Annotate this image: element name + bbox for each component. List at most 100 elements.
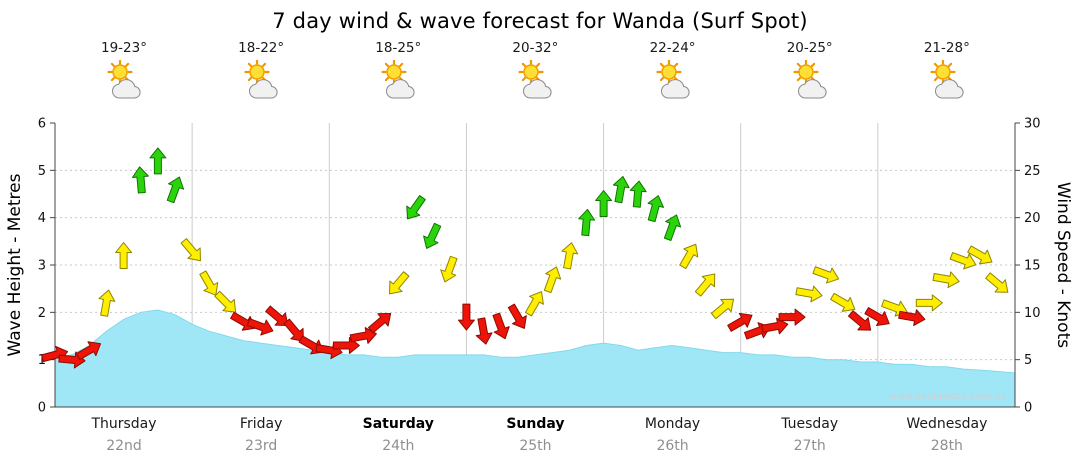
wind-arrow [595, 190, 613, 217]
left-tick-label: 0 [38, 401, 46, 416]
sun-icon [523, 64, 540, 80]
wind-arrow [75, 341, 102, 361]
sun-icon [249, 64, 265, 80]
wind-arrow [679, 243, 699, 270]
wind-arrow [543, 266, 562, 294]
day-temp: 18-25° [375, 40, 422, 56]
day-date: 28th [930, 438, 963, 454]
partly-cloudy-icon [930, 59, 964, 99]
day-footer: Thursday 22nd [55, 416, 193, 454]
wind-arrow [778, 308, 806, 326]
wind-arrow [440, 255, 458, 283]
day-temp: 20-25° [786, 40, 833, 56]
left-tick-label: 6 [38, 117, 46, 132]
wind-arrow [629, 180, 647, 208]
right-axis-title: Wind Speed - Knots [1053, 181, 1073, 349]
wind-arrow [710, 298, 735, 320]
wind-arrow [727, 312, 753, 332]
sun-icon [797, 64, 814, 80]
wind-arrow [967, 245, 993, 265]
wind-arrow [367, 312, 392, 334]
cloud-icon [386, 79, 415, 99]
wind-arrow [492, 312, 510, 340]
wind-arrow [166, 176, 185, 204]
day-name: Wednesday [906, 416, 988, 432]
wind-arrow [475, 317, 493, 345]
wind-arrow [761, 317, 789, 335]
wind-arrow [847, 310, 872, 331]
wind-arrow [246, 318, 274, 336]
wind-arrow [507, 303, 527, 329]
day-footer: Friday 23rd [192, 416, 330, 454]
left-tick-label: 2 [38, 306, 46, 321]
day-date: 25th [519, 438, 552, 454]
cloud-icon [523, 79, 553, 99]
partly-cloudy-icon [244, 59, 278, 99]
day-header: 20-32° [466, 40, 604, 104]
partly-cloudy-icon [107, 59, 141, 99]
day-header: 21-28° [878, 40, 1016, 104]
wind-arrow [457, 303, 475, 331]
chart-title: 7 day wind & wave forecast for Wanda (Su… [272, 9, 808, 33]
day-name: Monday [644, 416, 701, 432]
wind-arrow [214, 290, 237, 313]
partly-cloudy-icon [381, 59, 415, 99]
day-name: Tuesday [781, 416, 839, 432]
day-header: 18-25° [329, 40, 467, 104]
cloud-icon [660, 79, 690, 99]
day-footer: Monday 26th [604, 416, 742, 454]
right-tick-label: 30 [1024, 117, 1041, 132]
wind-arrow [795, 285, 823, 303]
day-date: 27th [793, 438, 826, 454]
sun-icon [935, 64, 951, 80]
right-tick-label: 0 [1024, 401, 1032, 416]
day-header: 20-25° [741, 40, 879, 104]
sun-icon [660, 64, 677, 80]
day-date: 23rd [245, 438, 278, 454]
partly-cloudy-icon [655, 59, 690, 99]
day-header: 19-23° [55, 40, 193, 104]
wind-arrow [864, 307, 890, 327]
wind-arrow [524, 291, 544, 317]
sun-rays [655, 59, 682, 85]
sun-rays [244, 59, 270, 85]
cloud-icon [797, 79, 827, 99]
day-temp: 20-32° [512, 40, 559, 56]
day-name: Friday [239, 416, 283, 432]
day-temp: 22-24° [649, 40, 696, 56]
day-footer: Tuesday 27th [741, 416, 879, 454]
wind-arrow [199, 270, 219, 296]
day-name: Saturday [362, 416, 434, 432]
right-tick-label: 25 [1024, 164, 1041, 179]
wind-arrow [663, 214, 682, 242]
right-tick-label: 10 [1024, 306, 1041, 321]
wind-arrow [932, 271, 960, 289]
wind-arrow [830, 292, 856, 312]
wind-arrow [98, 289, 116, 317]
wind-arrow [349, 327, 377, 344]
wind-arrow [131, 166, 149, 194]
wind-arrow [265, 305, 289, 326]
wind-arrow [812, 266, 840, 284]
wind-arrow [115, 242, 133, 269]
wind-arrow [949, 252, 977, 270]
day-temp: 18-22° [238, 40, 285, 56]
wind-arrow [694, 273, 716, 297]
wind-arrow [389, 271, 410, 295]
left-tick-label: 4 [38, 211, 46, 226]
sun-icon [112, 64, 128, 80]
day-name: Thursday [91, 416, 157, 432]
day-temp: 19-23° [101, 40, 147, 56]
wind-arrow [283, 318, 304, 342]
cloud-icon [249, 79, 278, 99]
watermark: www.seabreeze.com.au [889, 391, 1007, 402]
right-tick-label: 20 [1024, 211, 1041, 226]
cloud-icon [111, 79, 141, 99]
wind-arrow [578, 208, 596, 237]
wind-arrow [985, 272, 1009, 293]
day-footer: Saturday 24th [329, 416, 467, 454]
partly-cloudy-icon [793, 59, 827, 99]
left-axis-title: Wave Height - Metres [5, 173, 25, 357]
wind-arrow [898, 309, 926, 326]
